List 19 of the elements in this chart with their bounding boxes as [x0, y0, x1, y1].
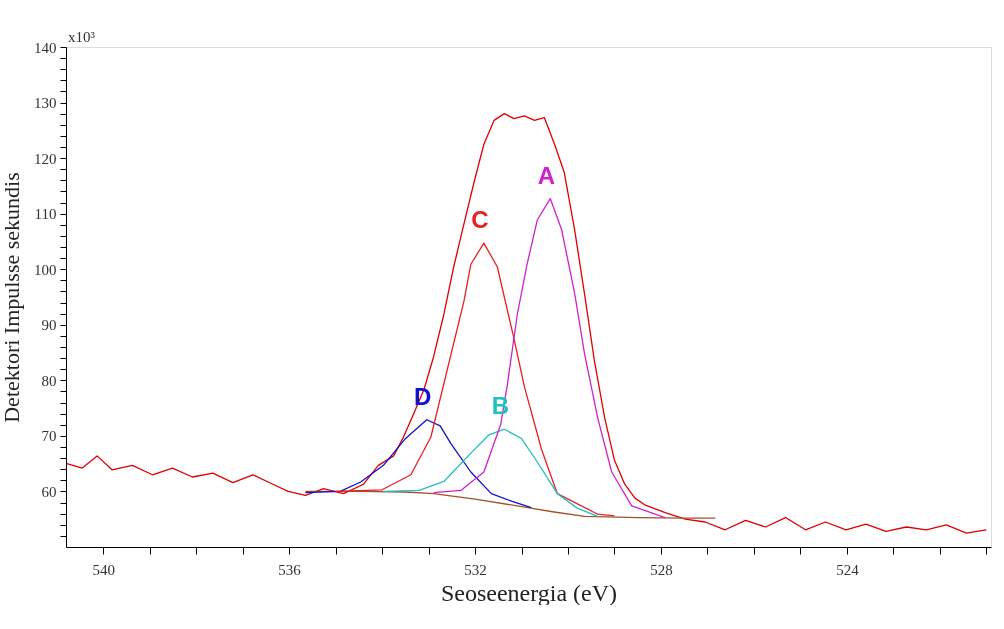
y-tick-label: 90: [41, 317, 57, 334]
series-label: C: [471, 206, 489, 234]
x-tick-label: 528: [650, 561, 673, 578]
x-tick-label: 532: [464, 561, 487, 578]
y-tick-label: 120: [34, 150, 57, 167]
x-tick-label: 540: [92, 561, 115, 578]
y-tick-label: 100: [34, 261, 57, 278]
y-tick-label: 110: [34, 206, 57, 223]
y-tick-label: 70: [41, 428, 57, 445]
y-tick-label: 60: [41, 483, 57, 500]
x-tick-label: 524: [836, 561, 860, 578]
text: x10³: [68, 29, 96, 45]
x-axis-title: Seoseenergia (eV): [440, 579, 618, 606]
x-tick-label: 536: [278, 561, 302, 578]
y-axis-title: Detektori Impulsse sekundis: [0, 172, 24, 423]
y-tick-label: 140: [34, 39, 57, 56]
series-label: A: [537, 161, 556, 189]
y-tick-label: 130: [34, 95, 57, 112]
y-tick-label: 80: [41, 372, 57, 389]
